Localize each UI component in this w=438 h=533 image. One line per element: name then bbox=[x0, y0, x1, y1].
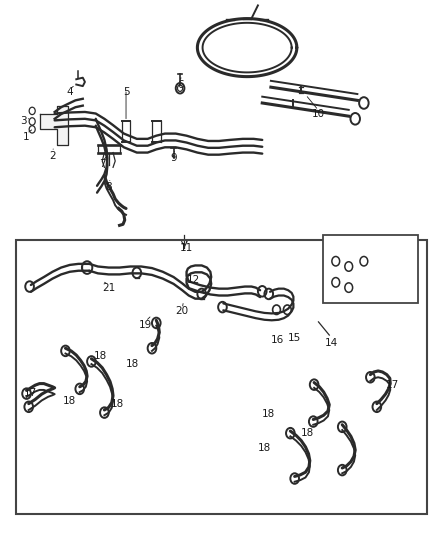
Text: 18: 18 bbox=[93, 351, 107, 361]
Text: 1: 1 bbox=[23, 132, 30, 142]
Text: 18: 18 bbox=[262, 409, 276, 419]
Polygon shape bbox=[39, 106, 67, 145]
Text: 2: 2 bbox=[49, 151, 56, 161]
Text: 18: 18 bbox=[111, 399, 124, 409]
Text: 12: 12 bbox=[187, 274, 200, 285]
Text: 7: 7 bbox=[99, 159, 106, 168]
Text: 9: 9 bbox=[170, 154, 177, 164]
Text: 16: 16 bbox=[271, 335, 284, 345]
Text: 18: 18 bbox=[258, 443, 271, 454]
Text: 17: 17 bbox=[385, 380, 399, 390]
Text: 17: 17 bbox=[24, 388, 38, 398]
Bar bbox=[323, 235, 418, 303]
Text: 18: 18 bbox=[63, 396, 77, 406]
Text: 18: 18 bbox=[301, 427, 314, 438]
Text: 19: 19 bbox=[139, 319, 152, 329]
Text: 10: 10 bbox=[312, 109, 325, 118]
Text: 15: 15 bbox=[288, 333, 301, 343]
Text: 21: 21 bbox=[102, 282, 115, 293]
Text: 5: 5 bbox=[123, 87, 129, 98]
Text: 8: 8 bbox=[106, 182, 112, 192]
Bar bbox=[16, 240, 427, 514]
Text: 20: 20 bbox=[176, 306, 189, 316]
Text: 18: 18 bbox=[126, 359, 139, 369]
Text: 6: 6 bbox=[177, 79, 184, 90]
Text: 4: 4 bbox=[67, 87, 73, 98]
Text: 13: 13 bbox=[361, 267, 375, 277]
Text: 14: 14 bbox=[325, 338, 338, 348]
Text: 11: 11 bbox=[180, 243, 193, 253]
Text: 3: 3 bbox=[20, 116, 27, 126]
